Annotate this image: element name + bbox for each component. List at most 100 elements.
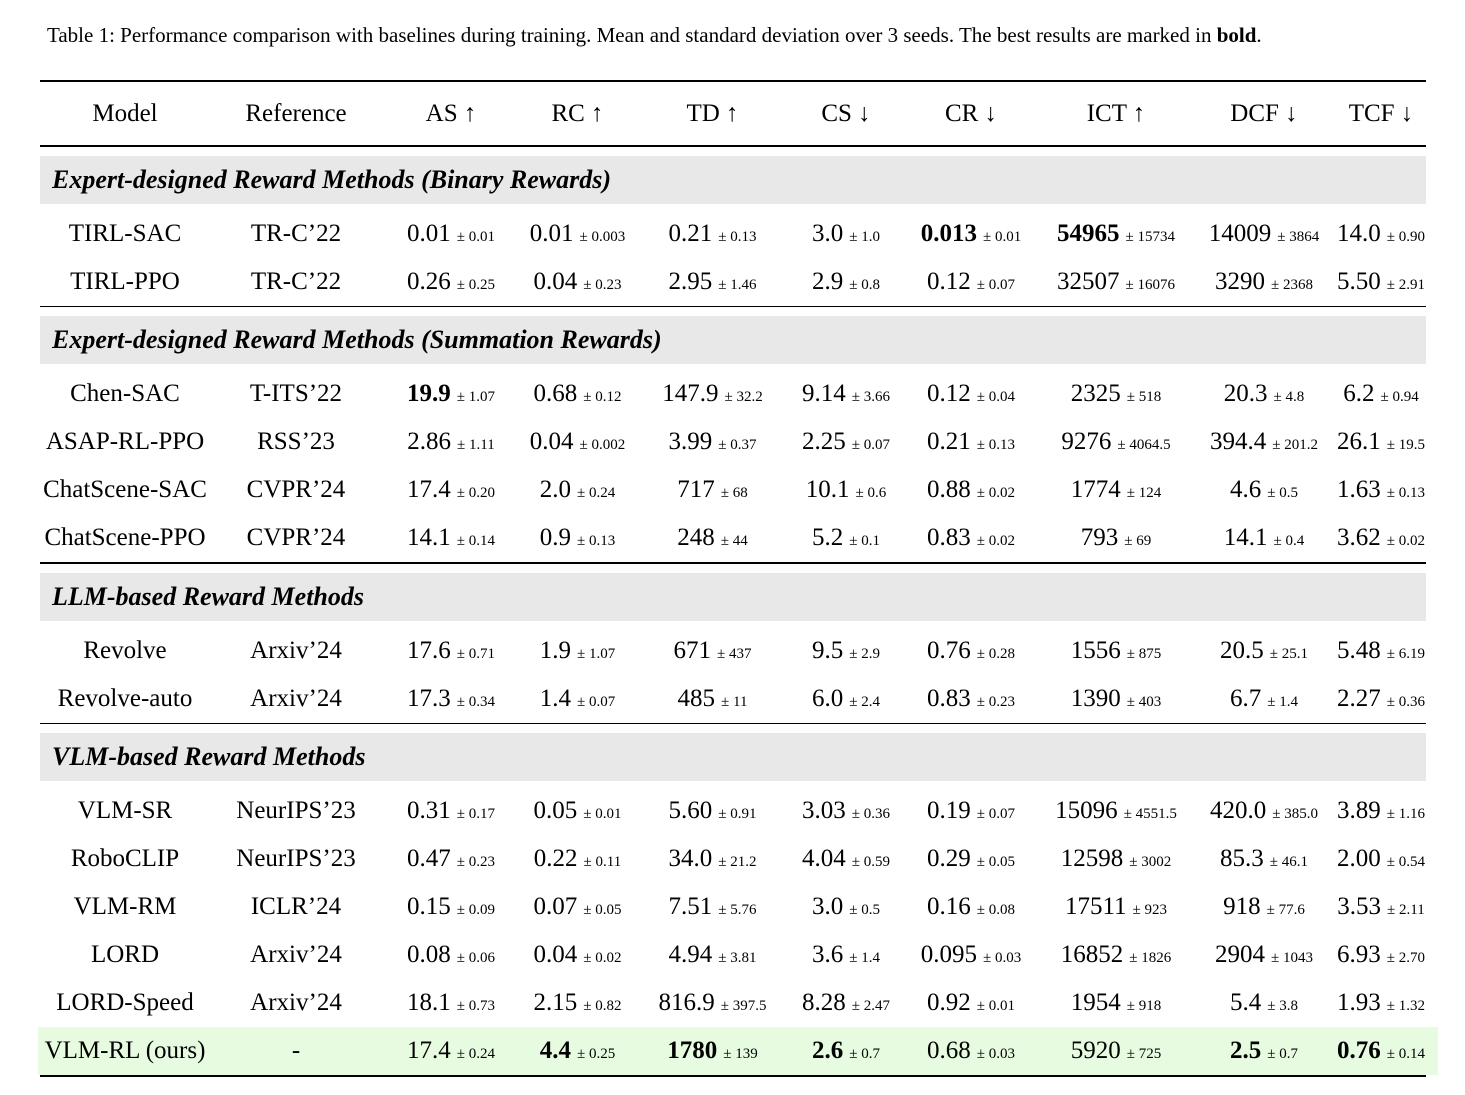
metric-cell: 18.1 ± 0.73 (382, 989, 520, 1017)
metric-cell: 0.15 ± 0.09 (382, 893, 520, 921)
metric-std: ± 0.12 (583, 389, 622, 405)
metric-std: ± 15734 (1125, 228, 1175, 245)
metric-cell: 2.6 ± 0.7 (790, 1037, 902, 1065)
metric-mean: 816.9 (658, 989, 715, 1016)
spacer (40, 147, 1426, 156)
metric-mean: 0.04 (533, 941, 578, 968)
metric-std: ± 1.11 (457, 437, 495, 453)
metric-cell: 8.28 ± 2.47 (790, 989, 902, 1017)
table-row: VLM-SR NeurIPS’23 0.31 ± 0.17 0.05 ± 0.01 5.60… (40, 787, 1426, 835)
metric-mean: 34.0 (668, 845, 713, 872)
metric-mean: 3.0 (812, 219, 844, 247)
metric-cell: 5.48 ± 6.19 (1336, 637, 1426, 665)
metric-mean: 9.5 (812, 636, 844, 664)
metric-cell: 17.6 ± 0.71 (382, 637, 520, 665)
metric-cell: 3.0 ± 0.5 (790, 893, 902, 921)
metric-std: ± 0.20 (456, 485, 495, 501)
metric-cell: 1780 ± 139 (635, 1037, 790, 1065)
metric-mean: 14.1 (1223, 524, 1268, 551)
metric-std: ± 44 (720, 533, 748, 549)
section-title: Expert-designed Reward Methods (Summatio… (40, 316, 1426, 364)
metric-std: ± 3002 (1129, 854, 1172, 870)
metric-mean: 6.2 (1343, 380, 1375, 407)
metric-std: ± 69 (1124, 533, 1152, 549)
metric-std: ± 16076 (1125, 276, 1175, 293)
table-row: Revolve Arxiv’24 17.6 ± 0.71 1.9 ± 1.07 671 ± 4… (40, 627, 1426, 675)
metric-std: ± 0.59 (851, 854, 890, 870)
metric-std: ± 0.23 (583, 276, 622, 293)
metric-mean: 0.29 (927, 845, 971, 872)
metric-std: ± 4551.5 (1123, 806, 1177, 822)
metric-cell: 4.6 ± 0.5 (1192, 476, 1336, 504)
metric-std: ± 0.4 (1273, 533, 1305, 549)
metric-mean: 20.5 (1220, 636, 1264, 664)
metric-std: ± 0.07 (976, 276, 1015, 293)
metric-cell: 1954 ± 918 (1040, 989, 1192, 1017)
metric-cell: 14009 ± 3864 (1192, 220, 1336, 248)
metric-cell: 5920 ± 725 (1040, 1037, 1192, 1065)
metric-cell: 54965 ± 15734 (1040, 220, 1192, 248)
reference: TR-C’22 (250, 267, 342, 295)
metric-mean: 3.62 (1337, 524, 1381, 551)
metric-cell: 7.51 ± 5.76 (635, 893, 790, 921)
metric-std: ± 385.0 (1272, 806, 1318, 822)
metric-std: ± 0.28 (976, 645, 1015, 662)
metric-cell: 20.3 ± 4.8 (1192, 380, 1336, 408)
metric-mean: 5.2 (812, 524, 844, 551)
model-name: VLM-RL (ours) (44, 1037, 206, 1064)
metric-mean: 3290 (1215, 267, 1265, 295)
reference: CVPR’24 (246, 524, 346, 551)
metric-std: ± 437 (717, 645, 752, 662)
metric-std: ± 0.11 (583, 854, 622, 870)
section-divider-rule (40, 562, 1426, 564)
metric-mean: 6.93 (1337, 941, 1381, 968)
reference: - (291, 1037, 301, 1064)
metric-mean: 0.12 (927, 380, 971, 407)
metric-std: ± 0.03 (983, 950, 1022, 966)
metric-cell: 14.1 ± 0.4 (1192, 524, 1336, 552)
spacer (40, 564, 1426, 573)
metric-std: ± 0.23 (456, 854, 495, 870)
metric-cell: 1.4 ± 0.07 (520, 685, 635, 713)
header-cell: RC ↑ (551, 99, 604, 127)
metric-cell: 0.76 ± 0.28 (902, 637, 1040, 665)
table-row: RoboCLIP NeurIPS’23 0.47 ± 0.23 0.22 ± 0.11 34… (40, 835, 1426, 883)
metric-cell: 0.29 ± 0.05 (902, 845, 1040, 873)
metric-mean: 1774 (1070, 476, 1121, 503)
metric-mean: 0.19 (927, 797, 971, 824)
metric-mean: 7.51 (668, 893, 713, 920)
metric-cell: 420.0 ± 385.0 (1192, 797, 1336, 825)
metric-cell: 5.2 ± 0.1 (790, 524, 902, 552)
metric-mean: 6.7 (1230, 684, 1262, 712)
metric-mean: 2.86 (407, 428, 452, 455)
metric-std: ± 0.5 (1267, 485, 1298, 501)
metric-cell: 9276 ± 4064.5 (1040, 428, 1192, 456)
metric-cell: 2904 ± 1043 (1192, 941, 1336, 969)
metric-std: ± 46.1 (1269, 854, 1308, 870)
metric-mean: 14.0 (1337, 219, 1381, 247)
metric-cell: 0.21 ± 0.13 (635, 220, 790, 248)
metric-std: ± 77.6 (1266, 902, 1305, 918)
metric-mean: 5.48 (1337, 636, 1381, 664)
metric-std: ± 0.13 (976, 437, 1015, 453)
metric-std: ± 4064.5 (1117, 437, 1171, 453)
metric-std: ± 3864 (1277, 228, 1320, 245)
metric-std: ± 0.09 (456, 902, 495, 918)
metric-cell: 5.4 ± 3.8 (1192, 989, 1336, 1017)
metric-mean: 0.21 (668, 219, 713, 247)
model-name: RoboCLIP (70, 845, 180, 872)
header-cell: CR ↓ (944, 99, 998, 127)
metric-mean: 20.3 (1223, 380, 1268, 407)
metric-cell: 0.83 ± 0.23 (902, 685, 1040, 713)
metric-std: ± 3.66 (851, 389, 890, 405)
metric-cell: 918 ± 77.6 (1192, 893, 1336, 921)
metric-std: ± 0.23 (976, 693, 1015, 710)
metric-mean: 15096 (1055, 797, 1118, 824)
metric-std: ± 0.06 (456, 950, 495, 966)
metric-cell: 0.013 ± 0.01 (902, 220, 1040, 248)
metric-cell: 485 ± 11 (635, 685, 790, 713)
metric-std: ± 0.82 (583, 998, 622, 1014)
reference: NeurIPS’23 (236, 797, 356, 824)
metric-std: ± 5.76 (718, 902, 757, 918)
metric-cell: 3.99 ± 0.37 (635, 428, 790, 456)
